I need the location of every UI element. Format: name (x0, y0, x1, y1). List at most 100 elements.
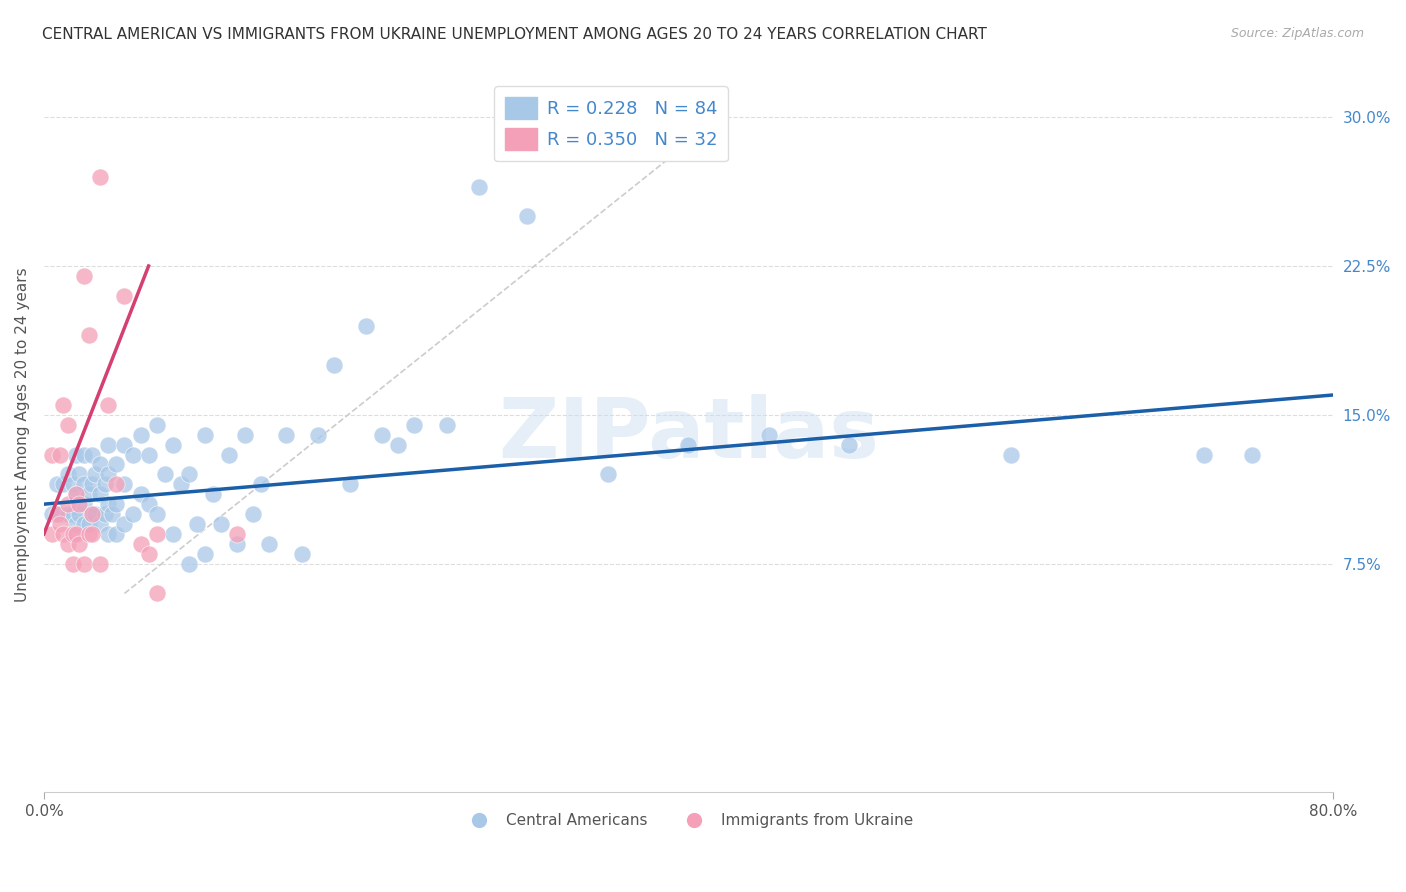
Point (97, 527, 120, 541)
Point (89, 487, 111, 501)
Point (274, 427, 297, 442)
Point (65, 527, 87, 541)
Point (67, 497, 90, 511)
Point (65, 487, 87, 501)
Point (77, 516, 100, 531)
Point (84, 507, 107, 521)
Point (82, 477, 104, 491)
Point (49, 516, 72, 531)
Point (52, 398, 75, 412)
Point (233, 427, 256, 442)
Point (41, 448, 63, 462)
Point (62, 507, 84, 521)
Point (114, 437, 136, 451)
Point (387, 437, 409, 451)
Point (97, 398, 120, 412)
Point (121, 448, 143, 462)
Point (97, 437, 120, 451)
Point (162, 437, 184, 451)
Point (145, 417, 167, 432)
Point (354, 318, 377, 333)
Point (138, 497, 160, 511)
Point (41, 527, 63, 541)
Point (82, 527, 104, 541)
Point (250, 477, 273, 491)
Point (153, 467, 176, 482)
Point (77, 527, 100, 541)
Point (218, 448, 240, 462)
Point (1241, 448, 1264, 462)
Point (73, 516, 96, 531)
Point (177, 557, 200, 571)
Point (84, 467, 107, 482)
Point (49, 507, 72, 521)
Point (89, 557, 111, 571)
Point (41, 507, 63, 521)
Point (202, 487, 225, 501)
Point (339, 477, 361, 491)
Point (45, 507, 67, 521)
Point (73, 268, 96, 283)
Point (226, 537, 249, 551)
Text: ZIPatlas: ZIPatlas (498, 394, 879, 475)
Point (162, 527, 184, 541)
Point (516, 210, 538, 224)
Point (105, 477, 128, 491)
Point (56, 537, 79, 551)
Text: CENTRAL AMERICAN VS IMMIGRANTS FROM UKRAINE UNEMPLOYMENT AMONG AGES 20 TO 24 YEA: CENTRAL AMERICAN VS IMMIGRANTS FROM UKRA… (42, 27, 987, 42)
Point (56, 417, 79, 432)
Point (82, 448, 104, 462)
Point (114, 289, 136, 303)
Point (52, 477, 75, 491)
Point (1192, 448, 1215, 462)
Point (56, 507, 79, 521)
Point (65, 516, 87, 531)
Point (838, 437, 860, 451)
Point (145, 507, 167, 521)
Point (105, 527, 128, 541)
Point (62, 477, 84, 491)
Point (307, 427, 329, 442)
Point (170, 477, 193, 491)
Point (94, 507, 117, 521)
Point (186, 516, 208, 531)
Point (89, 458, 111, 472)
Point (105, 458, 128, 472)
Point (52, 527, 75, 541)
Point (89, 169, 111, 184)
Point (62, 527, 84, 541)
Point (94, 477, 117, 491)
Point (194, 547, 217, 561)
Point (67, 537, 90, 551)
Point (291, 547, 314, 561)
Point (129, 537, 152, 551)
Point (77, 487, 100, 501)
Text: Source: ZipAtlas.com: Source: ZipAtlas.com (1230, 27, 1364, 40)
Point (678, 437, 700, 451)
Point (129, 487, 152, 501)
Point (73, 477, 96, 491)
Point (65, 487, 87, 501)
Point (138, 448, 160, 462)
Point (177, 467, 200, 482)
Point (468, 179, 491, 194)
Point (1000, 448, 1022, 462)
Point (49, 448, 72, 462)
Point (194, 427, 217, 442)
Point (82, 507, 104, 521)
Point (596, 467, 619, 482)
Point (73, 557, 96, 571)
Point (226, 527, 249, 541)
Point (105, 497, 128, 511)
Point (45, 477, 67, 491)
Point (82, 507, 104, 521)
Point (114, 516, 136, 531)
Point (145, 586, 167, 600)
Point (138, 547, 160, 561)
Point (100, 507, 122, 521)
Point (73, 497, 96, 511)
Point (62, 557, 84, 571)
Point (121, 507, 143, 521)
Point (209, 516, 232, 531)
Point (56, 467, 79, 482)
